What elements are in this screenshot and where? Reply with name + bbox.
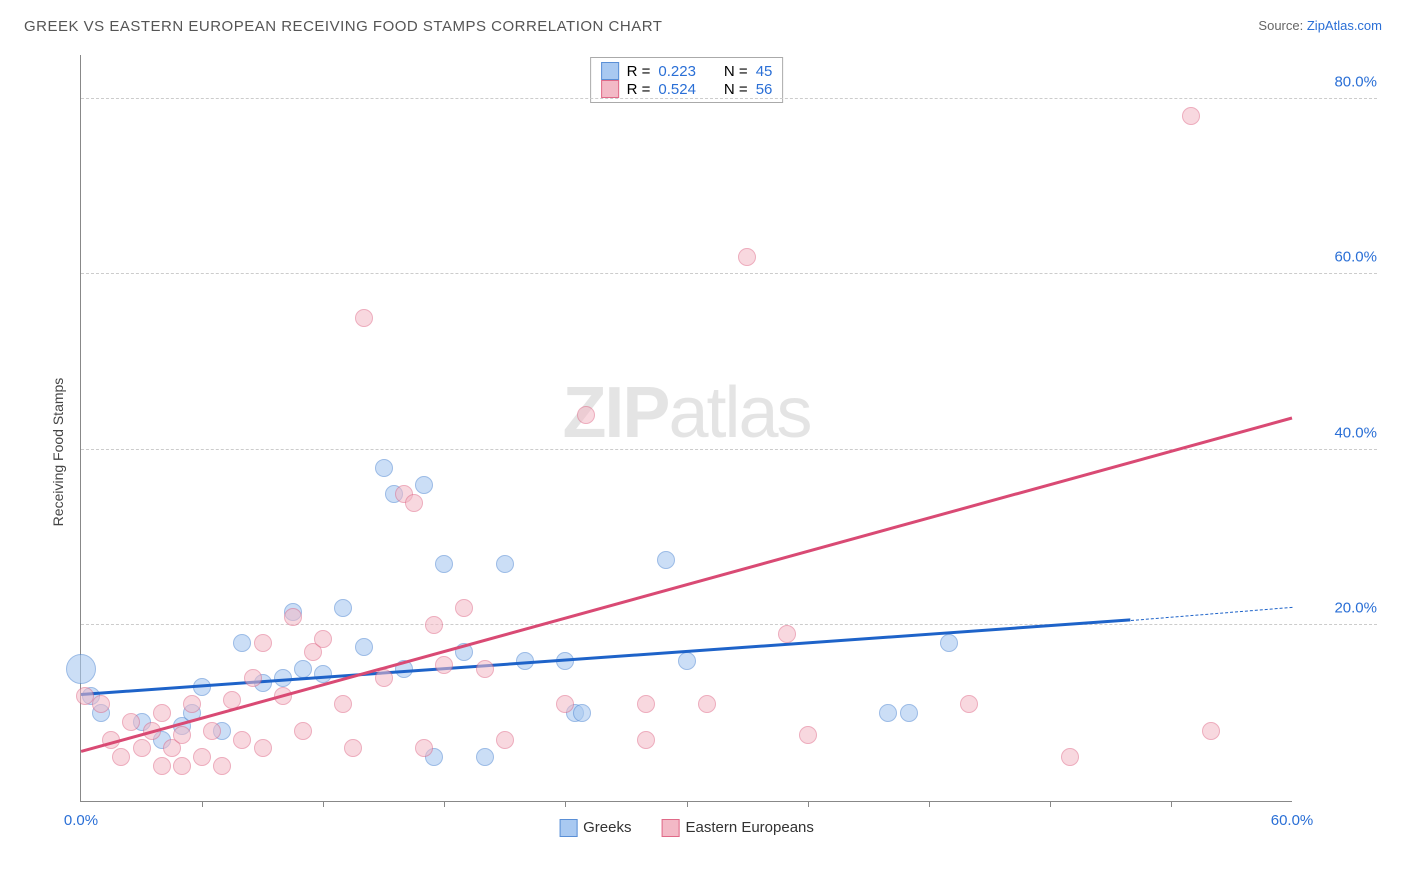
data-point[interactable]	[476, 748, 494, 766]
data-point[interactable]	[375, 459, 393, 477]
gridline	[81, 624, 1377, 625]
data-point[interactable]	[203, 722, 221, 740]
data-point[interactable]	[940, 634, 958, 652]
x-tick-label: 60.0%	[1271, 812, 1314, 829]
data-point[interactable]	[314, 665, 332, 683]
data-point[interactable]	[344, 739, 362, 757]
legend-item[interactable]: Eastern Europeans	[661, 819, 813, 837]
data-point[interactable]	[294, 660, 312, 678]
data-point[interactable]	[213, 757, 231, 775]
data-point[interactable]	[799, 726, 817, 744]
source-label: Source: ZipAtlas.com	[1258, 18, 1382, 33]
data-point[interactable]	[496, 731, 514, 749]
legend-swatch	[661, 819, 679, 837]
trend-line-extension	[1130, 607, 1292, 621]
x-tick-minor	[687, 801, 688, 807]
data-point[interactable]	[334, 695, 352, 713]
data-point[interactable]	[92, 695, 110, 713]
x-tick-minor	[202, 801, 203, 807]
legend-swatch	[559, 819, 577, 837]
data-point[interactable]	[173, 757, 191, 775]
data-point[interactable]	[233, 634, 251, 652]
data-point[interactable]	[476, 660, 494, 678]
gridline	[81, 273, 1377, 274]
y-axis-label: Receiving Food Stamps	[50, 377, 66, 526]
data-point[interactable]	[879, 704, 897, 722]
y-tick-label: 60.0%	[1297, 249, 1377, 266]
data-point[interactable]	[334, 599, 352, 617]
data-point[interactable]	[1061, 748, 1079, 766]
data-point[interactable]	[556, 695, 574, 713]
data-point[interactable]	[153, 704, 171, 722]
plot-area: ZIPatlas R = 0.223N = 45R = 0.524N = 56 …	[80, 55, 1292, 802]
x-tick-minor	[565, 801, 566, 807]
x-tick-minor	[323, 801, 324, 807]
data-point[interactable]	[573, 704, 591, 722]
data-point[interactable]	[900, 704, 918, 722]
data-point[interactable]	[405, 494, 423, 512]
gridline	[81, 98, 1377, 99]
data-point[interactable]	[375, 669, 393, 687]
data-point[interactable]	[435, 656, 453, 674]
data-point[interactable]	[244, 669, 262, 687]
data-point[interactable]	[637, 695, 655, 713]
data-point[interactable]	[577, 406, 595, 424]
legend-swatch	[601, 62, 619, 80]
data-point[interactable]	[698, 695, 716, 713]
data-point[interactable]	[254, 739, 272, 757]
legend-stat-row: R = 0.223N = 45	[601, 62, 773, 80]
legend-item[interactable]: Greeks	[559, 819, 631, 837]
data-point[interactable]	[173, 726, 191, 744]
data-point[interactable]	[122, 713, 140, 731]
x-tick-minor	[929, 801, 930, 807]
data-point[interactable]	[193, 748, 211, 766]
data-point[interactable]	[112, 748, 130, 766]
trend-line	[81, 417, 1293, 753]
data-point[interactable]	[133, 739, 151, 757]
data-point[interactable]	[1202, 722, 1220, 740]
data-point[interactable]	[1182, 107, 1200, 125]
data-point[interactable]	[637, 731, 655, 749]
legend-series: Greeks Eastern Europeans	[559, 819, 814, 837]
data-point[interactable]	[455, 599, 473, 617]
data-point[interactable]	[738, 248, 756, 266]
data-point[interactable]	[153, 757, 171, 775]
data-point[interactable]	[355, 309, 373, 327]
chart-title: GREEK VS EASTERN EUROPEAN RECEIVING FOOD…	[24, 18, 662, 35]
data-point[interactable]	[233, 731, 251, 749]
header-row: GREEK VS EASTERN EUROPEAN RECEIVING FOOD…	[0, 0, 1406, 35]
y-tick-label: 40.0%	[1297, 424, 1377, 441]
x-tick-minor	[1050, 801, 1051, 807]
data-point[interactable]	[284, 608, 302, 626]
legend-swatch	[601, 80, 619, 98]
data-point[interactable]	[496, 555, 514, 573]
data-point[interactable]	[415, 476, 433, 494]
x-tick-minor	[444, 801, 445, 807]
data-point[interactable]	[294, 722, 312, 740]
x-tick-minor	[808, 801, 809, 807]
data-point[interactable]	[435, 555, 453, 573]
data-point[interactable]	[415, 739, 433, 757]
data-point[interactable]	[355, 638, 373, 656]
data-point[interactable]	[678, 652, 696, 670]
legend-stat-row: R = 0.524N = 56	[601, 80, 773, 98]
data-point[interactable]	[778, 625, 796, 643]
chart-container: Receiving Food Stamps ZIPatlas R = 0.223…	[50, 55, 1382, 832]
x-tick-label: 0.0%	[64, 812, 98, 829]
data-point[interactable]	[657, 551, 675, 569]
watermark: ZIPatlas	[562, 372, 810, 454]
x-tick-minor	[1171, 801, 1172, 807]
data-point[interactable]	[183, 695, 201, 713]
y-tick-label: 80.0%	[1297, 73, 1377, 90]
legend-stats: R = 0.223N = 45R = 0.524N = 56	[590, 57, 784, 103]
trend-line	[81, 619, 1131, 696]
source-link[interactable]: ZipAtlas.com	[1307, 18, 1382, 33]
data-point[interactable]	[960, 695, 978, 713]
data-point[interactable]	[66, 654, 96, 684]
data-point[interactable]	[314, 630, 332, 648]
y-tick-label: 20.0%	[1297, 600, 1377, 617]
data-point[interactable]	[425, 616, 443, 634]
data-point[interactable]	[254, 634, 272, 652]
